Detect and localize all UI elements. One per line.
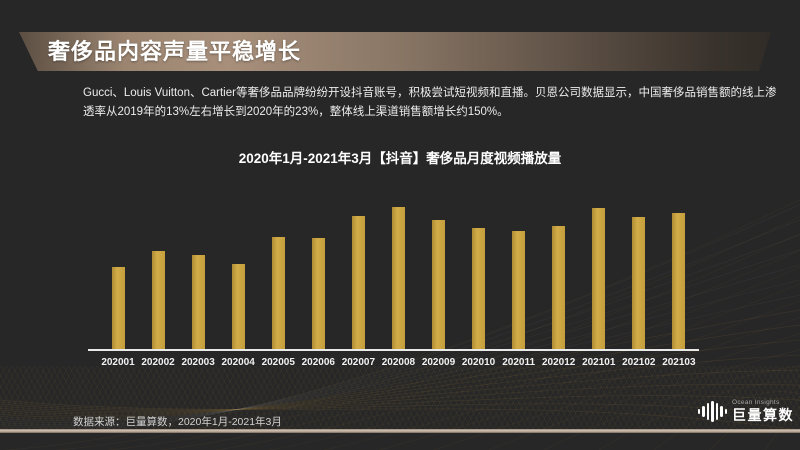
- bar-slot: [378, 207, 418, 349]
- bar-202010: [472, 228, 486, 349]
- data-source-note: 数据来源：巨量算数，2020年1月-2021年3月: [73, 416, 282, 428]
- bar-slot: [218, 207, 258, 349]
- bar-slot: [138, 207, 178, 349]
- x-axis-label: 202007: [341, 357, 376, 368]
- title-banner: 奢侈品内容声量平稳增长: [19, 32, 771, 71]
- bar-202005: [271, 236, 285, 349]
- bar-202003: [191, 255, 205, 349]
- x-axis-label: 202008: [381, 357, 416, 368]
- bar-slot: [459, 207, 499, 349]
- x-axis-label: 202001: [101, 357, 135, 368]
- bar-slot: [258, 207, 298, 349]
- x-axis-label: 202101: [582, 357, 616, 368]
- x-axis-line: [88, 349, 699, 351]
- bar-slot: [579, 207, 619, 349]
- bar-202008: [391, 207, 405, 349]
- x-axis-label: 202102: [622, 357, 656, 368]
- chart-title: 2020年1月-2021年3月【抖音】奢侈品月度视频播放量: [238, 151, 562, 166]
- x-axis-label: 202009: [421, 357, 456, 368]
- bar-slot: [659, 207, 699, 349]
- bar-slot: [539, 207, 579, 349]
- bar-202004: [231, 263, 245, 349]
- x-axis-labels: 202001 202002 202003 202004 202005 202006 2020…: [89, 357, 699, 368]
- bar-202006: [311, 238, 325, 349]
- x-axis-label: 202006: [301, 357, 335, 368]
- x-axis-label: 202005: [261, 357, 295, 368]
- bar-202103: [672, 212, 686, 349]
- x-axis-label: 202011: [502, 357, 536, 368]
- x-axis-label: 202002: [141, 357, 175, 368]
- bottom-accent-strip: [0, 429, 800, 433]
- bar-slot: [619, 207, 659, 349]
- x-axis-label: 202010: [461, 357, 496, 368]
- logo-brand-cn: 巨量算数: [732, 407, 794, 424]
- ocean-insights-logo: Ocean Insights 巨量算数: [697, 398, 795, 424]
- page-title: 奢侈品内容声量平稳增长: [48, 39, 302, 64]
- bar-slot: [98, 207, 138, 349]
- intro-paragraph: Gucci、Louis Vuitton、Cartier等奢侈品品牌纷纷开设抖音账…: [83, 84, 777, 122]
- x-axis-label: 202012: [542, 357, 576, 368]
- bars-row: [89, 207, 699, 349]
- bar-slot: [338, 207, 378, 349]
- intro-line-2: 透率从2019年的13%左右增长到2020年的23%，整体线上渠道销售额增长约1…: [83, 106, 509, 118]
- bar-slot: [298, 207, 338, 349]
- bar-202011: [512, 231, 526, 349]
- bar-202002: [151, 251, 165, 349]
- bar-202012: [552, 225, 566, 349]
- bar-202007: [351, 215, 365, 349]
- logo-texts: Ocean Insights 巨量算数: [732, 398, 794, 424]
- logo-brand-en: Ocean Insights: [732, 398, 780, 406]
- x-axis-label: 202003: [181, 357, 215, 368]
- equalizer-logo-icon: [697, 398, 727, 424]
- bar-slot: [178, 207, 218, 349]
- intro-line-1: Gucci、Louis Vuitton、Cartier等奢侈品品牌纷纷开设抖音账…: [83, 87, 777, 99]
- bar-202009: [432, 219, 445, 349]
- x-axis-label: 202103: [662, 357, 696, 368]
- bar-slot: [419, 207, 459, 349]
- x-axis-label: 202004: [221, 357, 255, 368]
- bar-slot: [499, 207, 539, 349]
- bar-202001: [111, 266, 125, 349]
- bar-202102: [632, 216, 646, 349]
- bar-202101: [592, 208, 606, 349]
